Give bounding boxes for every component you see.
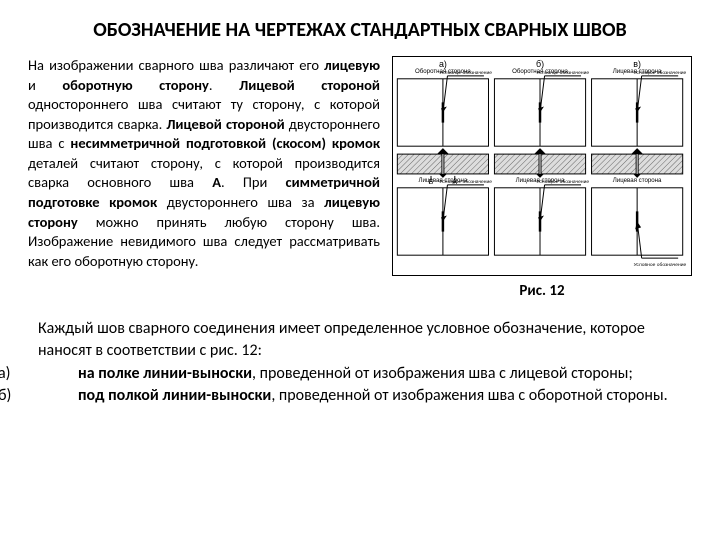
text-bold: оборотную сторону (62, 76, 209, 94)
svg-text:Условное обозначение: Условное обозначение (439, 179, 492, 185)
bottom-item-b: б)под полкой линии-выноски, проведенной … (38, 385, 692, 407)
figure-caption: Рис. 12 (519, 282, 564, 300)
text: . При (221, 173, 286, 191)
svg-text:Условное обозначение: Условное обозначение (536, 70, 589, 76)
text: , проведенной от изображения шва с оборо… (271, 386, 667, 405)
page-title: ОБОЗНАЧЕНИЕ НА ЧЕРТЕЖАХ СТАНДАРТНЫХ СВАР… (28, 18, 692, 42)
bottom-intro: Каждый шов сварного соединения имеет опр… (38, 318, 692, 363)
text: двустороннего шва за (157, 193, 324, 211)
text-bold: на полке линии-выноски (78, 364, 252, 383)
text: . (209, 76, 239, 94)
svg-text:Условное обозначение: Условное обозначение (634, 262, 687, 268)
text-bold: несимметричной подготовкой (скосом) кром… (70, 134, 380, 152)
text-bold: лицевую (324, 56, 380, 74)
text: , проведенной от изображения шва с лицев… (252, 364, 633, 383)
figure-column: а)б)в)Оборотная сторонаУсловное обозначе… (392, 56, 692, 300)
svg-text:Условное обозначение: Условное обозначение (536, 179, 589, 185)
svg-text:Лицевая сторона: Лицевая сторона (613, 177, 662, 184)
text-bold: А (212, 173, 221, 191)
item-letter: а) (38, 363, 78, 385)
bottom-block: Каждый шов сварного соединения имеет опр… (38, 318, 692, 408)
svg-text:Условное обозначение: Условное обозначение (439, 70, 492, 76)
main-paragraph: На изображении сварного шва различают ег… (28, 56, 380, 300)
text: и (28, 76, 62, 94)
text: можно принять любую сторону шва. Изображ… (28, 213, 380, 270)
bottom-item-a: а)на полке линии-выноски, проведенной от… (38, 363, 692, 385)
text-bold: Лицевой стороной (166, 115, 284, 133)
text-bold: Лицевой стороной (239, 76, 380, 94)
item-letter: б) (38, 385, 78, 407)
figure-diagram: а)б)в)Оборотная сторонаУсловное обозначе… (392, 56, 692, 276)
svg-text:Условное обозначение: Условное обозначение (634, 70, 687, 76)
text: На изображении сварного шва различают ег… (28, 56, 324, 74)
top-row: На изображении сварного шва различают ег… (28, 56, 692, 300)
text-bold: под полкой линии-выноски (78, 386, 271, 405)
